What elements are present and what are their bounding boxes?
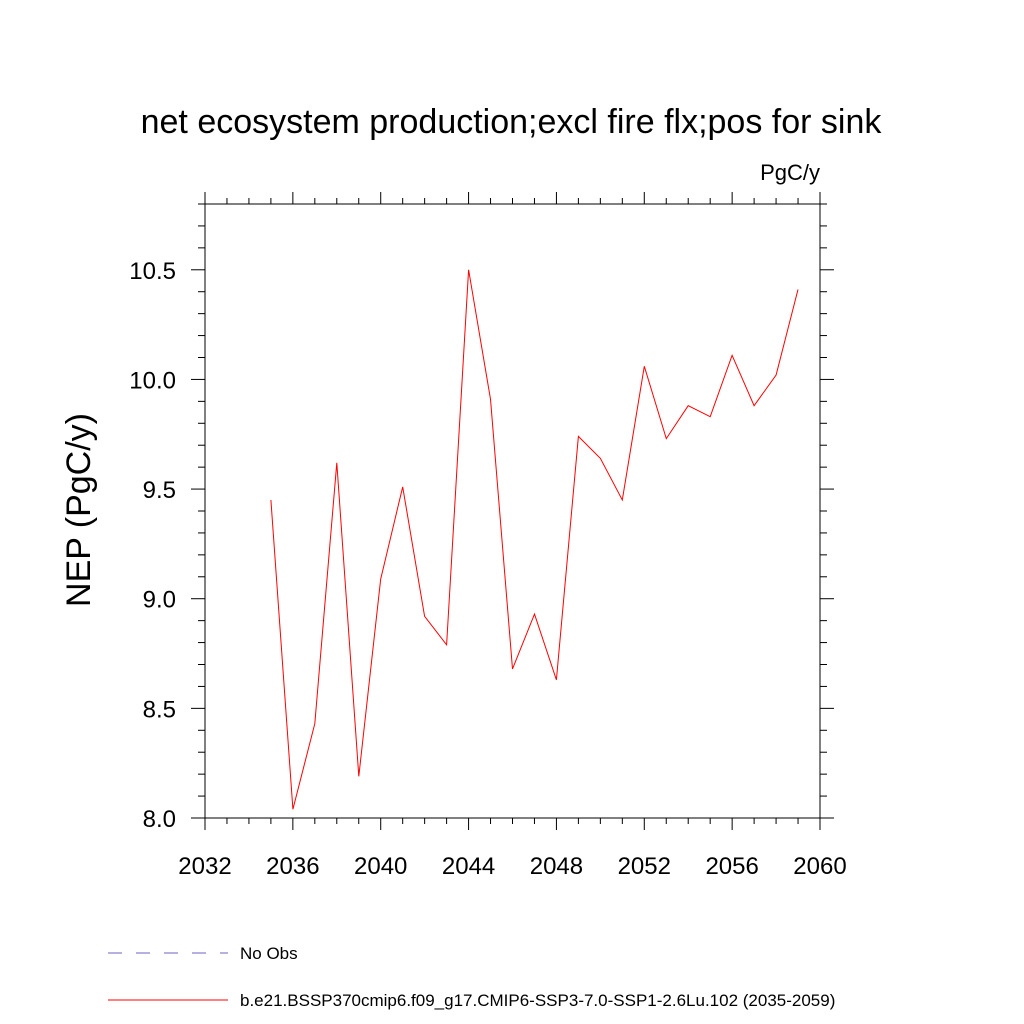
x-axis-ticks: 2032 2036 2040 2044 2048 2052 2056 2060 <box>178 192 847 880</box>
plot-frame <box>204 203 821 819</box>
y-tick-label: 9.0 <box>143 587 176 614</box>
chart-title: net ecosystem production;excl fire flx;p… <box>141 103 883 141</box>
series-layer <box>270 269 799 810</box>
legend: No Obs b.e21.BSSP370cmip6.f09_g17.CMIP6-S… <box>108 944 835 1010</box>
x-tick-label: 2060 <box>793 853 846 880</box>
y-tick-label: 8.5 <box>143 696 176 723</box>
x-tick-label: 2048 <box>530 853 583 880</box>
y-tick-label: 10.5 <box>129 258 176 285</box>
x-tick-label: 2032 <box>178 853 231 880</box>
y-tick-label: 9.5 <box>143 477 176 504</box>
series-line <box>270 269 799 810</box>
x-tick-label: 2052 <box>618 853 671 880</box>
x-tick-label: 2056 <box>705 853 758 880</box>
y-axis-label: NEP (PgC/y) <box>60 413 98 607</box>
legend-label: b.e21.BSSP370cmip6.f09_g17.CMIP6-SSP3-7.… <box>240 991 835 1010</box>
x-tick-label: 2036 <box>266 853 319 880</box>
y-tick-label: 8.0 <box>143 806 176 833</box>
y-axis-ticks: 8.0 8.5 9.0 9.5 10.0 10.5 <box>129 203 834 833</box>
x-tick-label: 2044 <box>442 853 495 880</box>
units-label: PgC/y <box>760 160 820 185</box>
x-tick-label: 2040 <box>354 853 407 880</box>
legend-label: No Obs <box>240 944 298 963</box>
y-tick-label: 10.0 <box>129 367 176 394</box>
